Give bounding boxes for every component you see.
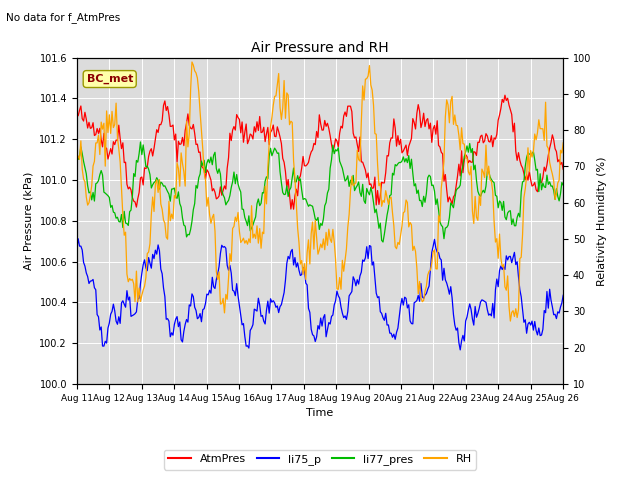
Line: RH: RH bbox=[77, 62, 563, 321]
AtmPres bbox=[132, 204, 140, 210]
RH bbox=[188, 59, 196, 65]
AtmPres bbox=[243, 121, 250, 127]
li77_pres bbox=[132, 157, 140, 163]
Line: li77_pres: li77_pres bbox=[77, 142, 563, 242]
li75_p bbox=[74, 236, 82, 241]
RH bbox=[73, 154, 81, 159]
li77_pres bbox=[220, 192, 227, 198]
li75_p bbox=[456, 347, 464, 353]
li77_pres bbox=[73, 150, 81, 156]
li77_pres bbox=[559, 182, 567, 188]
RH bbox=[287, 119, 294, 124]
li75_p bbox=[134, 296, 141, 302]
li75_p bbox=[236, 302, 243, 308]
RH bbox=[535, 117, 543, 123]
RH bbox=[132, 268, 140, 274]
li75_p bbox=[287, 249, 294, 254]
li77_pres bbox=[136, 139, 144, 145]
Line: AtmPres: AtmPres bbox=[77, 95, 563, 209]
li75_p bbox=[244, 343, 252, 348]
li75_p bbox=[73, 246, 81, 252]
Line: li75_p: li75_p bbox=[77, 239, 563, 350]
li77_pres bbox=[379, 239, 387, 245]
AtmPres bbox=[290, 206, 298, 212]
Text: No data for f_AtmPres: No data for f_AtmPres bbox=[6, 12, 121, 23]
li75_p bbox=[535, 325, 543, 331]
RH bbox=[220, 295, 227, 301]
RH bbox=[236, 228, 243, 234]
AtmPres bbox=[218, 192, 226, 198]
RH bbox=[244, 241, 252, 247]
RH bbox=[559, 140, 567, 146]
li77_pres bbox=[535, 189, 543, 194]
Text: BC_met: BC_met bbox=[86, 74, 133, 84]
Y-axis label: Relativity Humidity (%): Relativity Humidity (%) bbox=[597, 156, 607, 286]
Title: Air Pressure and RH: Air Pressure and RH bbox=[251, 41, 389, 55]
li77_pres bbox=[244, 223, 252, 228]
RH bbox=[506, 318, 514, 324]
li77_pres bbox=[236, 186, 243, 192]
AtmPres bbox=[501, 92, 509, 98]
li75_p bbox=[220, 244, 227, 250]
Y-axis label: Air Pressure (kPa): Air Pressure (kPa) bbox=[24, 172, 34, 270]
li77_pres bbox=[287, 185, 294, 191]
AtmPres bbox=[559, 167, 567, 172]
AtmPres bbox=[234, 115, 242, 120]
Legend: AtmPres, li75_p, li77_pres, RH: AtmPres, li75_p, li77_pres, RH bbox=[164, 450, 476, 469]
AtmPres bbox=[285, 192, 293, 197]
li75_p bbox=[559, 292, 567, 298]
AtmPres bbox=[73, 111, 81, 117]
X-axis label: Time: Time bbox=[307, 408, 333, 418]
AtmPres bbox=[535, 181, 543, 187]
